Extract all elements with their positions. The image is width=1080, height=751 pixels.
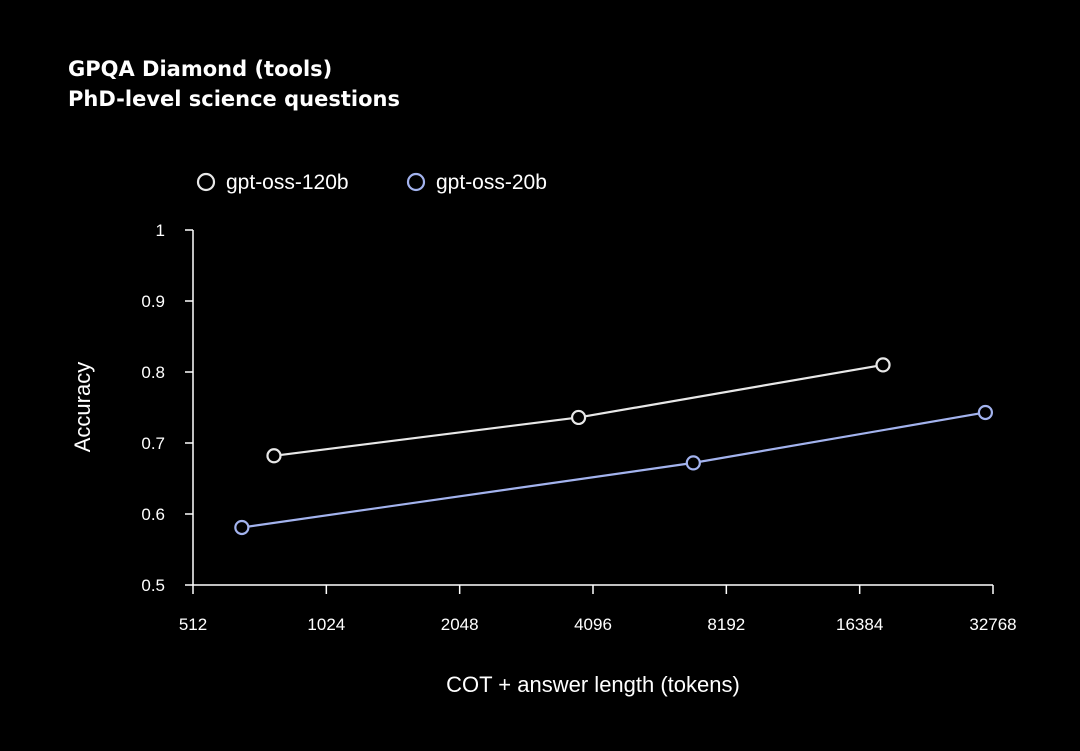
legend-item: gpt-oss-120b xyxy=(196,171,349,194)
chart-title: GPQA Diamond (tools) xyxy=(68,57,332,81)
legend-marker xyxy=(406,172,426,192)
data-point xyxy=(234,519,250,536)
chart-title-block: GPQA Diamond (tools) PhD-level science q… xyxy=(68,57,400,111)
legend-item: gpt-oss-20b xyxy=(406,171,547,194)
data-point xyxy=(685,455,701,471)
y-tick-label: 0.9 xyxy=(141,292,165,311)
axes: 0.5 0.6 0.7 0.8 0.9 1 512 1024 2048 4096 8192 1638… xyxy=(141,221,1016,634)
y-ticks: 0.5 0.6 0.7 0.8 0.9 1 xyxy=(141,221,193,595)
x-tick-label: 8192 xyxy=(707,615,745,634)
y-tick-label: 0.7 xyxy=(141,434,165,453)
x-ticks: 512 1024 2048 4096 8192 16384 32768 xyxy=(179,585,1017,634)
series-line xyxy=(241,411,986,529)
x-tick-label: 32768 xyxy=(969,615,1016,634)
data-point xyxy=(977,404,994,421)
y-tick-label: 0.5 xyxy=(141,576,165,595)
data-point xyxy=(570,409,587,426)
x-axis-label: COT + answer length (tokens) xyxy=(446,672,740,697)
y-tick-label: 0.6 xyxy=(141,505,165,524)
y-axis-label: Accuracy xyxy=(70,362,95,452)
data-point xyxy=(875,357,891,373)
legend: gpt-oss-120b gpt-oss-20b xyxy=(196,171,547,194)
x-tick-label: 1024 xyxy=(307,615,345,634)
y-tick-label: 0.8 xyxy=(141,363,165,382)
y-tick-label: 1 xyxy=(156,221,165,240)
x-tick-label: 16384 xyxy=(836,615,883,634)
legend-label: gpt-oss-20b xyxy=(436,171,547,194)
chart-subtitle: PhD-level science questions xyxy=(68,87,400,111)
x-tick-label: 512 xyxy=(179,615,207,634)
plot-series xyxy=(234,357,994,536)
x-tick-label: 4096 xyxy=(574,615,612,634)
series-gpt-oss-20b xyxy=(234,404,994,536)
data-point xyxy=(266,448,282,464)
series-gpt-oss-120b xyxy=(266,357,891,464)
x-tick-label: 2048 xyxy=(441,615,479,634)
legend-label: gpt-oss-120b xyxy=(226,171,349,194)
legend-marker xyxy=(196,172,216,192)
